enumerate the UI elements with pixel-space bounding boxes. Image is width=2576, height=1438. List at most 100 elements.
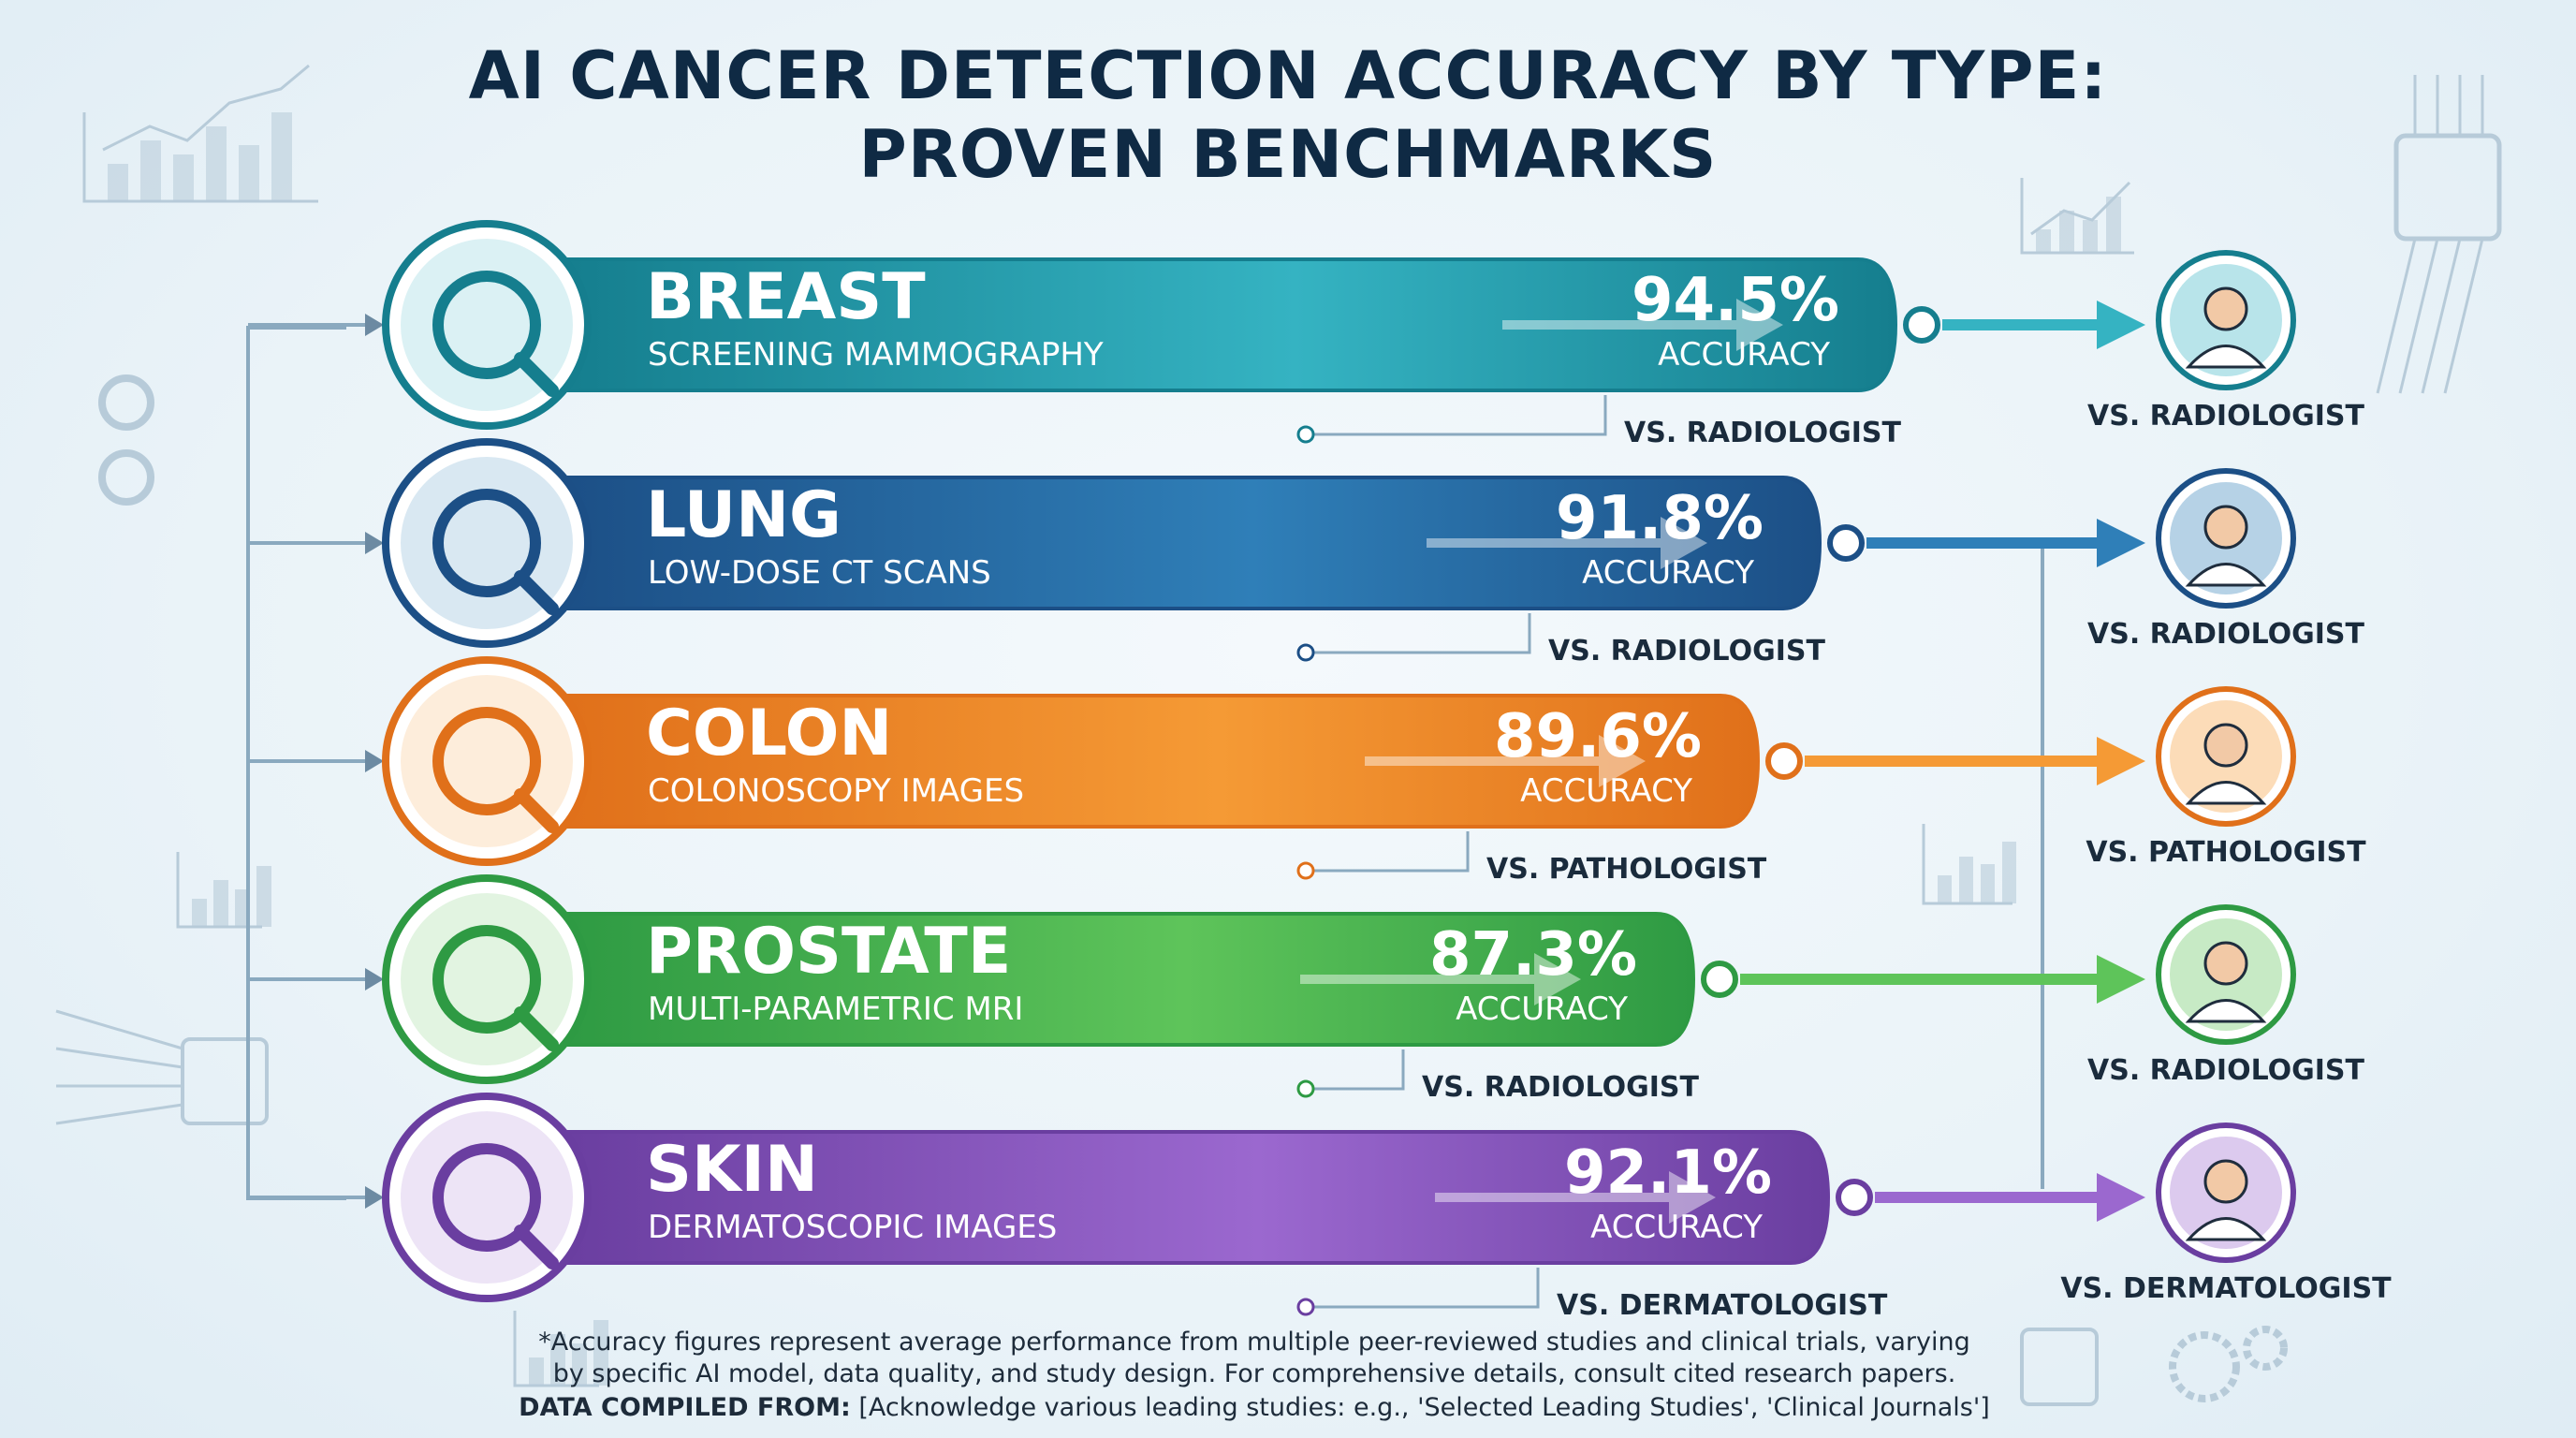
comparison-label-under-bar: VS. RADIOLOGIST [1624,417,1901,449]
accuracy-metric-label: ACCURACY [1520,772,1692,810]
prostate-icon [432,925,541,1034]
specialist-arrowhead [2097,301,2145,349]
accuracy-value-label: 94.5% [1632,266,1839,335]
bar-end-node [1701,961,1738,998]
bg-circuit-trace [2398,238,2439,394]
radiologist-icon-coat [2185,563,2267,587]
accuracy-value-label: 91.8% [1556,484,1764,553]
bg-bar [213,880,228,927]
specialist-arrowhead [2097,1173,2145,1222]
comparison-bracket [1306,1049,1405,1091]
connector-arrowhead [365,968,384,990]
specialist-label: VS. RADIOLOGIST [2087,400,2364,433]
category-label: LUNG [646,478,842,552]
bar-end-node [1827,524,1865,562]
pathologist-microscope-icon [2203,723,2248,768]
bg-bar [593,1320,608,1386]
specialist-label: VS. RADIOLOGIST [2087,1054,2364,1087]
bg-bar [239,145,259,201]
bg-bar [529,1357,544,1386]
bg-bar [206,126,227,201]
bg-bar [1938,875,1952,903]
data-sources: DATA COMPILED FROM: [Acknowledge various… [505,1393,2003,1422]
category-label: BREAST [646,260,926,334]
bar-end-node [1765,742,1803,780]
specialist-arrowhead [2097,519,2145,567]
connector-arrowhead [365,1186,384,1209]
bg-trend-line [102,64,310,152]
comparison-bracket [1306,395,1607,436]
bg-chip [181,1037,269,1125]
skin-magnifier-icon-handle [514,1225,559,1269]
bg-ring [98,449,154,506]
bar-glow-arrow [1427,517,1707,569]
bg-calendar-icon [2020,1328,2099,1406]
accuracy-value-label: 89.6% [1494,702,1702,771]
accuracy-metric-label: ACCURACY [1658,336,1830,374]
bg-gear-icon [2243,1326,2288,1371]
chart-title-line-2: PROVEN BENCHMARKS [858,116,1718,193]
category-subtitle: MULTI-PARAMETRIC MRI [648,990,1023,1028]
bar-end-node [1903,306,1940,344]
bg-bar [271,112,292,201]
comparison-bracket-node [1296,1079,1315,1098]
chart-title-line-1: AI CANCER DETECTION ACCURACY BY TYPE: [468,37,2108,114]
dermatologist-icon [2203,1159,2248,1204]
bg-chart-axis [513,1311,599,1387]
bg-circuit-trace [55,1009,183,1050]
comparison-bracket [1306,613,1531,654]
category-label: COLON [646,697,892,770]
comparison-bracket [1306,1268,1540,1309]
breast-cancer-ribbon-icon [432,271,541,379]
bar-colon [560,694,1761,829]
bar-glow-arrow [1365,735,1646,787]
bg-bar [2083,220,2098,253]
bg-bar [2036,229,2051,253]
accuracy-metric-label: ACCURACY [1590,1209,1763,1246]
bg-bar [140,140,161,201]
comparison-bracket-node [1296,643,1315,662]
bar-glow-arrow [1435,1171,1716,1224]
bar-end-node [1836,1179,1873,1216]
radiologist-icon [2203,941,2248,986]
specialist-arrowhead [2097,955,2145,1004]
comparison-bracket-node [1296,861,1315,880]
bg-bar [2106,197,2121,253]
bar-skin [560,1130,1831,1265]
comparison-bracket [1306,831,1470,873]
bg-bar [173,154,194,201]
accuracy-value-label: 92.1% [1564,1138,1772,1208]
bg-bar [550,1334,565,1386]
category-label: PROSTATE [646,915,1011,989]
radiologist-icon [2203,286,2248,331]
bg-circuit-trace [55,1103,183,1125]
bg-circuit-trace [2421,238,2462,394]
radiologist-icon [2203,505,2248,550]
radiologist-icon-coat [2185,345,2267,369]
bg-circuit-trace [2376,238,2417,394]
specialist-label: VS. DERMATOLOGIST [2060,1272,2392,1305]
category-label: SKIN [646,1133,818,1207]
bg-bar [1959,857,1973,903]
bar-lung [560,476,1822,610]
radiologist-icon-coat [2185,999,2267,1023]
comparison-label-under-bar: VS. PATHOLOGIST [1486,853,1767,886]
bg-circuit-trace [55,1047,183,1069]
bar-glow-arrow [1502,299,1783,351]
comparison-bracket-node [1296,1298,1315,1316]
bg-chart-axis [176,852,262,929]
category-subtitle: LOW-DOSE CT SCANS [648,554,991,592]
connector-arrowhead [365,532,384,554]
accuracy-metric-label: ACCURACY [1582,554,1754,592]
specialist-label: VS. RADIOLOGIST [2087,618,2364,651]
lungs-icon-handle [514,570,559,615]
comparison-label-under-bar: VS. RADIOLOGIST [1422,1071,1699,1104]
colon-icon [432,707,541,815]
bg-ring [98,374,154,431]
bg-bar [192,899,207,927]
dermatologist-icon-coat [2185,1217,2267,1241]
connector-arrowhead [365,314,384,336]
bg-bar [256,866,271,927]
